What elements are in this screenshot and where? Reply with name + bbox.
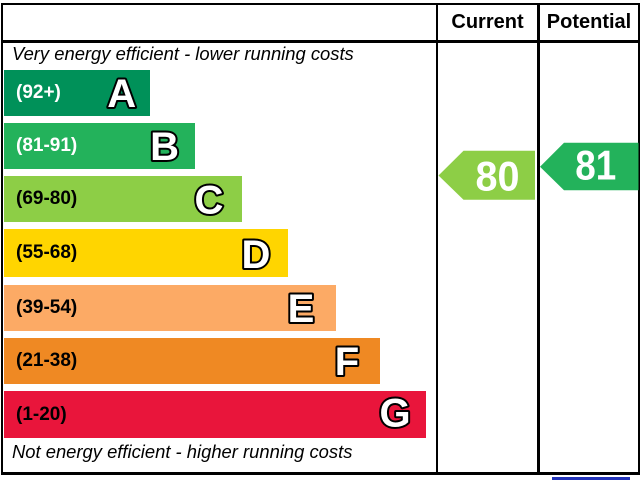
- svg-text:80: 80: [476, 153, 520, 200]
- svg-text:G: G: [379, 392, 410, 436]
- svg-text:D: D: [242, 233, 271, 277]
- svg-text:C: C: [195, 179, 224, 223]
- svg-text:F: F: [335, 340, 359, 384]
- svg-text:E: E: [288, 287, 315, 331]
- svg-text:A: A: [107, 72, 136, 116]
- svg-text:81: 81: [575, 141, 616, 188]
- svg-text:B: B: [150, 125, 179, 169]
